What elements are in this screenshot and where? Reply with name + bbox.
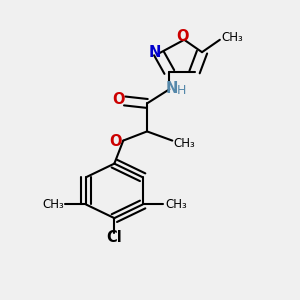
Text: H: H [177, 84, 186, 97]
Text: O: O [176, 29, 189, 44]
Text: O: O [112, 92, 124, 107]
Text: Cl: Cl [106, 230, 122, 245]
Text: CH₃: CH₃ [221, 31, 243, 44]
Text: N: N [166, 81, 178, 96]
Text: N: N [148, 45, 160, 60]
Text: CH₃: CH₃ [42, 198, 64, 211]
Text: O: O [110, 134, 122, 149]
Text: CH₃: CH₃ [165, 198, 187, 211]
Text: CH₃: CH₃ [174, 136, 196, 150]
